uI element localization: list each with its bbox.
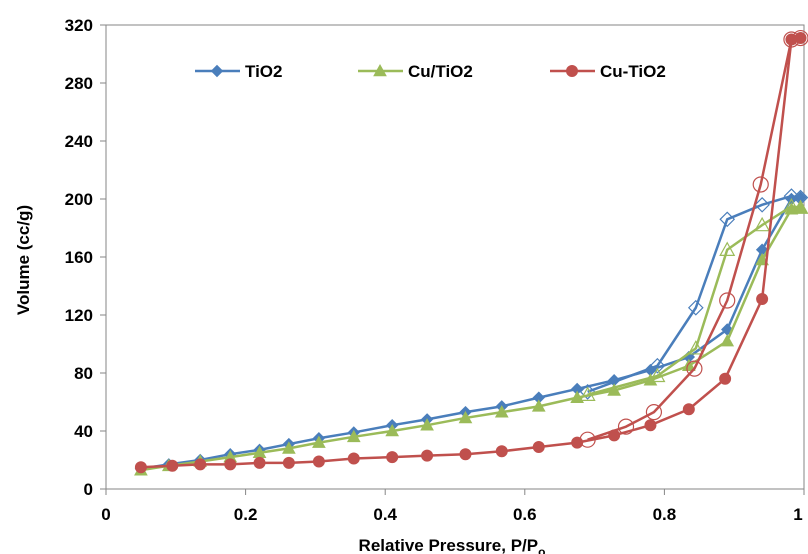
cu-tio2-adsorption-point [532,440,545,453]
legend: TiO2 Cu/TiO2 Cu-TiO2 [195,62,666,81]
legend-item-tio2: TiO2 [195,62,282,81]
axes: 0 40 80 120 160 200 240 280 320 0 0.2 0.4 0.6 0.8 1 [65,16,805,524]
cu-tio2-adsorption-point [166,459,179,472]
y-tick-label: 40 [74,422,93,441]
x-axis-title-text: Relative Pressure, P/P [359,536,539,554]
cu-tio2-desorption-point [719,241,736,256]
x-tick-label: 0.8 [653,505,677,524]
y-tick-label: 160 [65,248,93,267]
cu-tio2-adsorption-point [495,445,508,458]
legend-marker [566,65,578,77]
cu-tio2-desorption-point [645,404,663,421]
legend-marker [373,63,387,77]
x-axis-title-subscript: o [538,545,545,554]
tio2-desorption-point [719,211,736,228]
cu-tio2-adsorption-point [607,383,621,396]
x-tick-label: 1 [793,505,802,524]
cu-tio2-adsorption-point [719,372,732,385]
cu-tio2-desorption-point [687,340,704,355]
tio2-desorption-point [649,357,666,374]
cu-tio2-adsorption-point [494,405,509,418]
cu-tio2-desorption-point [719,292,736,309]
y-tick-label: 240 [65,132,93,151]
x-tick-label: 0.4 [373,505,397,524]
y-tick-label: 200 [65,190,93,209]
cu-tio2-adsorption-point [347,452,360,465]
series-cu-tio2 [134,29,808,474]
cu-tio2-desorption-point [686,360,703,377]
cu-tio2-desorption-point [792,29,808,47]
y-tick-label: 0 [84,480,93,499]
cu-tio2-adsorption-point [312,435,326,448]
cu-tio2-desorption-point [783,31,800,48]
cu-tio2-adsorption-point [253,456,266,469]
tio2-desorption-point [754,196,770,213]
cu-tio2-desorption-point [579,386,596,401]
cu-tio2-adsorption-point [459,448,472,461]
cu-tio2-adsorption-point [282,441,296,454]
tio2-desorption-line [587,194,801,394]
cu-tio2-desorption-point [649,367,666,383]
legend-label: Cu-TiO2 [600,62,666,81]
series-cu-tio2 [134,198,808,476]
series-layer [134,29,808,476]
series-tio2 [134,188,808,475]
cu-tio2-adsorption-point [644,419,657,432]
y-axis-title: Volume (cc/g) [14,205,33,315]
cu-tio2-desorption-point [579,431,596,448]
cu-tio2-adsorption-point [346,429,361,443]
cu-tio2-desorption-point [792,199,808,214]
cu-tio2-adsorption-line [140,206,801,472]
cu-tio2-adsorption-point [570,390,584,403]
cu-tio2-adsorption-point [458,410,473,424]
legend-label: TiO2 [245,62,282,81]
cu-tio2-adsorption-point [420,418,434,431]
x-tick-label: 0 [101,505,110,524]
cu-tio2-desorption-line [587,36,801,441]
y-tick-label: 280 [65,74,93,93]
cu-tio2-adsorption-line [140,36,801,469]
cu-tio2-desorption-point [752,176,769,193]
cu-tio2-adsorption-point [224,458,237,471]
cu-tio2-adsorption-point [282,456,295,469]
cu-tio2-adsorption-point [681,358,696,372]
cu-tio2-desorption-point [617,418,635,435]
cu-tio2-adsorption-point [421,449,434,462]
legend-item-cu-tio2: Cu/TiO2 [358,62,473,81]
x-tick-label: 0.6 [513,505,537,524]
cu-tio2-desorption-point [783,198,800,213]
cu-tio2-adsorption-point [386,451,399,464]
legend-item-cu-tio2: Cu-TiO2 [550,62,666,81]
tio2-desorption-point [687,299,704,316]
cu-tio2-desorption-line [587,205,801,396]
x-tick-label: 0.2 [234,505,258,524]
cu-tio2-adsorption-point [312,455,325,468]
cu-tio2-desorption-point [754,216,771,232]
legend-marker [210,64,224,78]
cu-tio2-adsorption-point [385,423,400,437]
cu-tio2-adsorption-point [531,399,546,412]
y-tick-label: 120 [65,306,93,325]
legend-label: Cu/TiO2 [408,62,473,81]
cu-tio2-adsorption-point [194,458,207,471]
x-axis-title: Relative Pressure, P/Po [359,536,546,554]
cu-tio2-adsorption-point [756,293,769,306]
cu-tio2-adsorption-point [720,334,735,347]
y-tick-label: 80 [74,364,93,383]
cu-tio2-adsorption-point [682,403,695,416]
cu-tio2-adsorption-point [134,461,147,474]
tio2-desorption-point [579,384,596,400]
y-tick-label: 320 [65,16,93,35]
